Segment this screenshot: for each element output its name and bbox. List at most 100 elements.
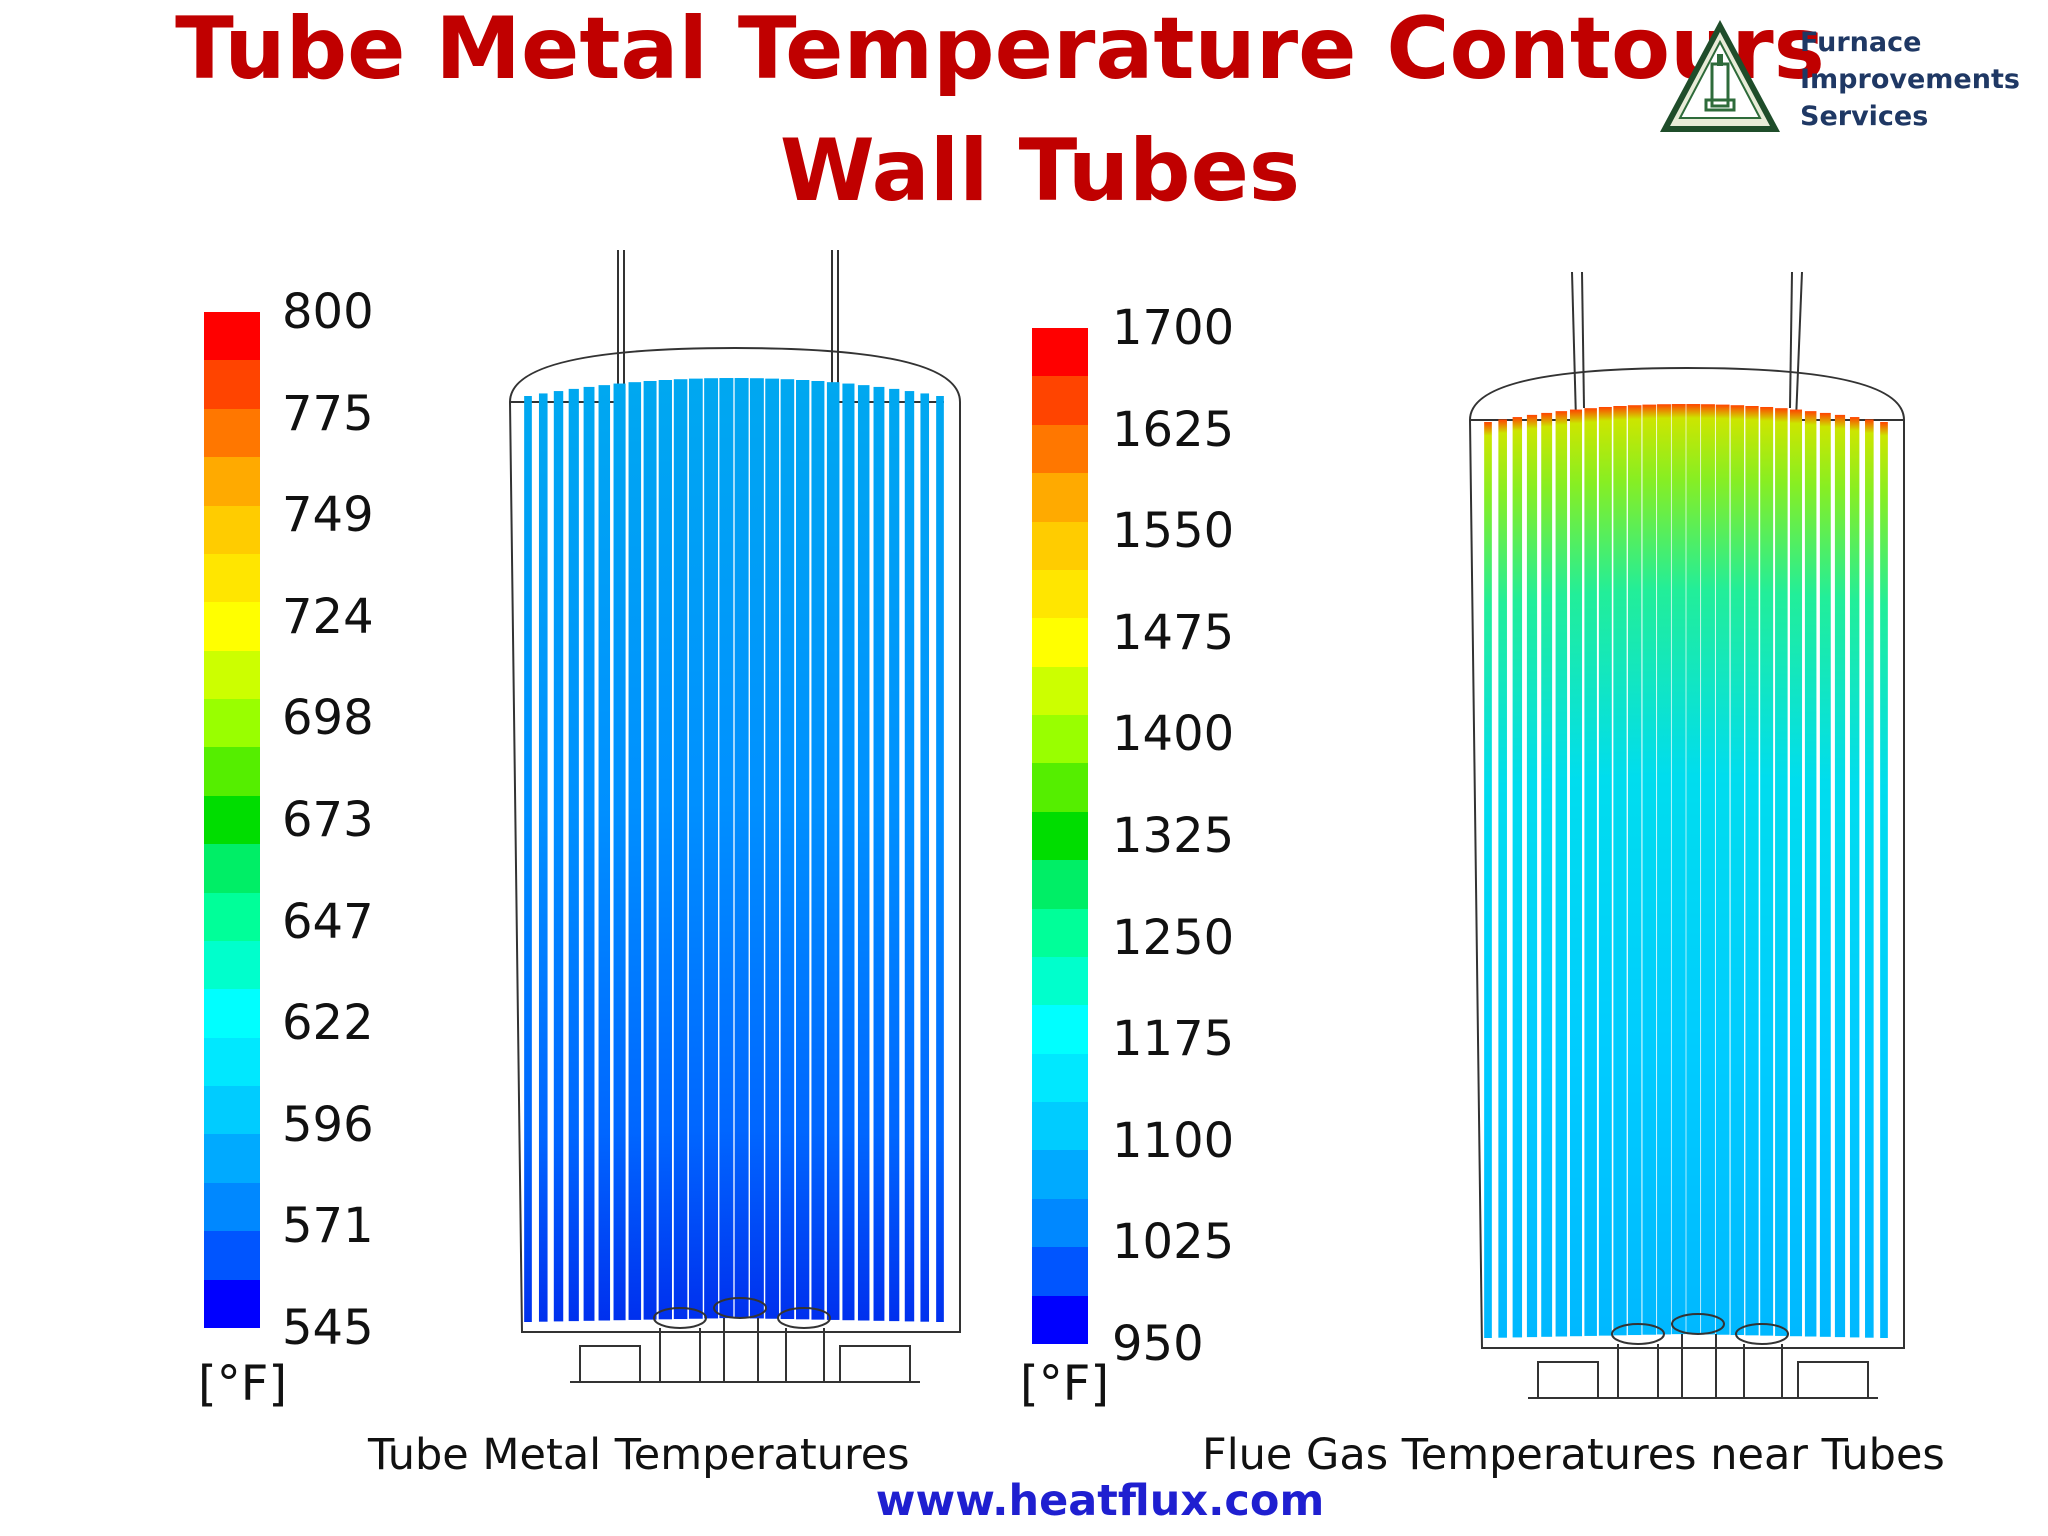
right-colorbar-band [1032, 328, 1088, 377]
right-tick-label: 1400 [1112, 706, 1235, 763]
left-tick-label: 749 [282, 487, 374, 544]
wall-tube [1613, 406, 1627, 1336]
right-colorbar-band [1032, 811, 1088, 861]
wall-tube [1834, 414, 1846, 1338]
left-tick-label: 545 [282, 1300, 374, 1356]
wall-tube [1745, 406, 1759, 1336]
left-colorbar-band [204, 892, 260, 941]
left-colorbar-band [204, 553, 260, 603]
wall-tube [1484, 422, 1492, 1338]
wall-tube [796, 380, 810, 1320]
brand-name: Furnace Improvements Services [1800, 27, 2020, 132]
left-colorbar-band [204, 408, 260, 458]
left-tick-label: 647 [282, 893, 374, 950]
right-colorbar-band [1032, 1102, 1088, 1151]
wall-tube [628, 382, 642, 1320]
wall-tube [1760, 406, 1774, 1336]
right-colorbar-band [1032, 1053, 1088, 1102]
right-colorbar-band [1032, 1198, 1088, 1248]
right-colorbar-band [1032, 521, 1088, 570]
left-caption: Tube Metal Temperatures [368, 1430, 910, 1480]
left-legend-unit: [°F] [198, 1356, 288, 1412]
page-subtitle: Wall Tubes [779, 121, 1301, 221]
wall-tube [1730, 405, 1745, 1336]
left-colorbar-band [204, 650, 260, 699]
wall-tube [583, 386, 595, 1321]
right-tick-label: 1700 [1112, 300, 1235, 356]
right-legend-unit: [°F] [1020, 1356, 1110, 1412]
wall-tube [889, 388, 900, 1322]
wall-tube [1598, 406, 1612, 1336]
right-tick-label: 1250 [1112, 909, 1235, 966]
wall-tube [1819, 412, 1831, 1337]
left-tick-label: 571 [282, 1198, 374, 1255]
left-tick-label: 673 [282, 792, 374, 848]
website-link[interactable]: www.heatflux.com [875, 1476, 1325, 1526]
wall-tube [658, 380, 672, 1320]
right-tick-label: 1475 [1112, 604, 1235, 661]
left-tick-label: 800 [282, 284, 374, 340]
left-colorbar-band [204, 1086, 260, 1135]
left-colorbar-band [204, 360, 260, 409]
left-colorbar-band [204, 1279, 260, 1328]
right-colorbar-band [1032, 763, 1088, 812]
wall-tube [704, 378, 719, 1319]
right-tick-label: 1325 [1112, 808, 1235, 864]
right-colorbar-band [1032, 1005, 1088, 1054]
right-tick-label: 1625 [1112, 401, 1235, 458]
right-colorbar-band [1032, 860, 1088, 909]
wall-tube [1775, 408, 1788, 1336]
right-colorbar-band [1032, 666, 1088, 715]
left-colorbar-band [204, 1231, 260, 1280]
wall-tube [1526, 414, 1538, 1338]
page-title: Tube Metal Temperature Contours [175, 0, 1825, 99]
right-colorbar-band [1032, 569, 1088, 619]
left-colorbar-band [204, 312, 260, 361]
right-colorbar-band [1032, 956, 1088, 1006]
left-colorbar-band [204, 505, 260, 554]
left-colorbar-band [204, 602, 260, 651]
wall-tube [1804, 411, 1817, 1337]
tube-metal-contour-plot [508, 250, 961, 1383]
wall-tube [1642, 404, 1657, 1335]
right-colorbar-band [1032, 424, 1088, 474]
wall-tube [1541, 412, 1553, 1337]
right-tick-label: 1025 [1112, 1214, 1235, 1271]
wall-tube [826, 382, 840, 1320]
left-colorbar-band [204, 989, 260, 1038]
right-colorbar-band [1032, 908, 1088, 957]
wall-tube [904, 391, 915, 1322]
wall-tube [719, 378, 734, 1319]
right-tick-label: 950 [1112, 1316, 1204, 1372]
furnace-triangle-logo-icon [1660, 20, 1780, 132]
wall-tube [1657, 404, 1671, 1335]
right-colorbar-band [1032, 1247, 1088, 1296]
left-tick-label: 596 [282, 1096, 374, 1153]
right-colorbar-band [1032, 1150, 1088, 1199]
wall-tube [1865, 419, 1874, 1338]
wall-tube [1627, 405, 1642, 1336]
wall-tube [1789, 409, 1803, 1337]
left-colorbar-band [204, 457, 260, 506]
right-colorbar-band [1032, 473, 1088, 522]
right-colorbar-band [1032, 1295, 1088, 1344]
wall-tube [1498, 419, 1507, 1338]
wall-tube [553, 391, 564, 1322]
wall-tube [1880, 422, 1888, 1338]
left-tick-label: 622 [282, 995, 374, 1052]
wall-tube [936, 396, 944, 1322]
wall-tube [1555, 411, 1568, 1337]
right-tick-label: 1175 [1112, 1011, 1235, 1068]
left-colorbar-band [204, 699, 260, 748]
right-tick-label: 1100 [1112, 1112, 1235, 1169]
left-tick-label: 724 [282, 588, 374, 645]
flue-gas-contour-plot [1468, 272, 1905, 1399]
wall-tube [598, 385, 611, 1321]
wall-tube [643, 380, 657, 1320]
wall-tube [613, 383, 626, 1321]
wall-tube [1584, 408, 1597, 1336]
wall-tube [920, 393, 930, 1322]
right-colorbar-band [1032, 715, 1088, 764]
left-colorbar-band [204, 1134, 260, 1183]
wall-tube [842, 383, 855, 1321]
